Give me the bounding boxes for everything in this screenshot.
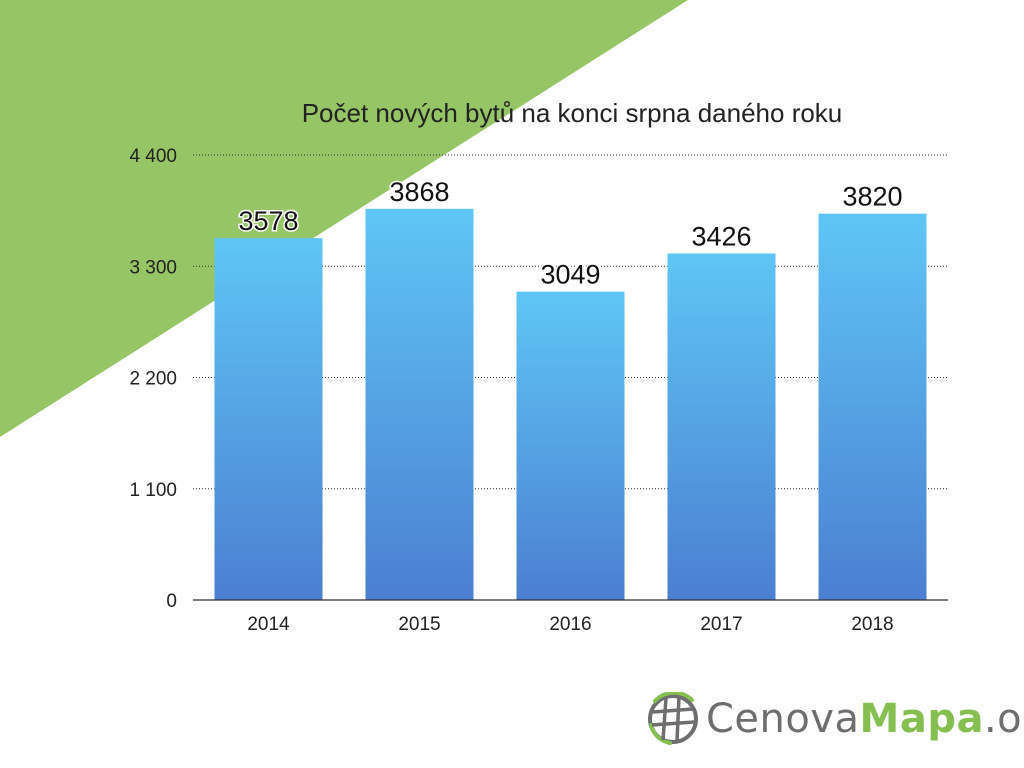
y-tick-label: 1 100 bbox=[129, 480, 177, 501]
bar-2016 bbox=[516, 291, 625, 600]
green-triangle bbox=[0, 0, 688, 437]
x-axis-ticks: 2014 2015 2016 2017 2018 bbox=[247, 614, 893, 635]
y-axis-ticks: 0 1 100 2 200 3 300 4 400 bbox=[129, 146, 177, 612]
x-tick-label: 2015 bbox=[398, 614, 440, 635]
data-label-2018: 3820 bbox=[842, 182, 902, 212]
data-label-2016: 3049 bbox=[540, 260, 600, 290]
y-tick-label: 0 bbox=[166, 591, 177, 612]
bar-2017 bbox=[667, 253, 776, 600]
cenovamapa-logo: CenovaMapa.org bbox=[646, 688, 1024, 750]
y-tick-label: 4 400 bbox=[129, 146, 177, 167]
y-tick-label: 3 300 bbox=[129, 257, 177, 278]
x-tick-label: 2018 bbox=[851, 614, 893, 635]
logo-text: CenovaMapa.org bbox=[706, 696, 1024, 742]
bar-2015 bbox=[365, 208, 474, 600]
x-tick-label: 2014 bbox=[247, 614, 290, 635]
bar-2018 bbox=[818, 213, 927, 600]
globe-icon bbox=[648, 692, 698, 745]
data-label-2015: 3868 bbox=[389, 177, 449, 207]
x-tick-label: 2016 bbox=[549, 614, 591, 635]
data-label-2017: 3426 bbox=[691, 222, 751, 252]
logo-text-cenova: Cenova bbox=[706, 696, 860, 742]
x-tick-label: 2017 bbox=[700, 614, 742, 635]
data-label-2014: 3578 bbox=[238, 206, 298, 236]
y-tick-label: 2 200 bbox=[129, 369, 177, 390]
chart-title: Počet nových bytů na konci srpna daného … bbox=[302, 98, 843, 128]
bars bbox=[214, 208, 927, 600]
data-labels: 3578 3868 3049 3426 3820 bbox=[237, 175, 904, 291]
logo-text-mapa: Mapa bbox=[859, 696, 984, 742]
bar-2014 bbox=[214, 238, 323, 600]
logo-text-org: .org bbox=[983, 696, 1024, 742]
